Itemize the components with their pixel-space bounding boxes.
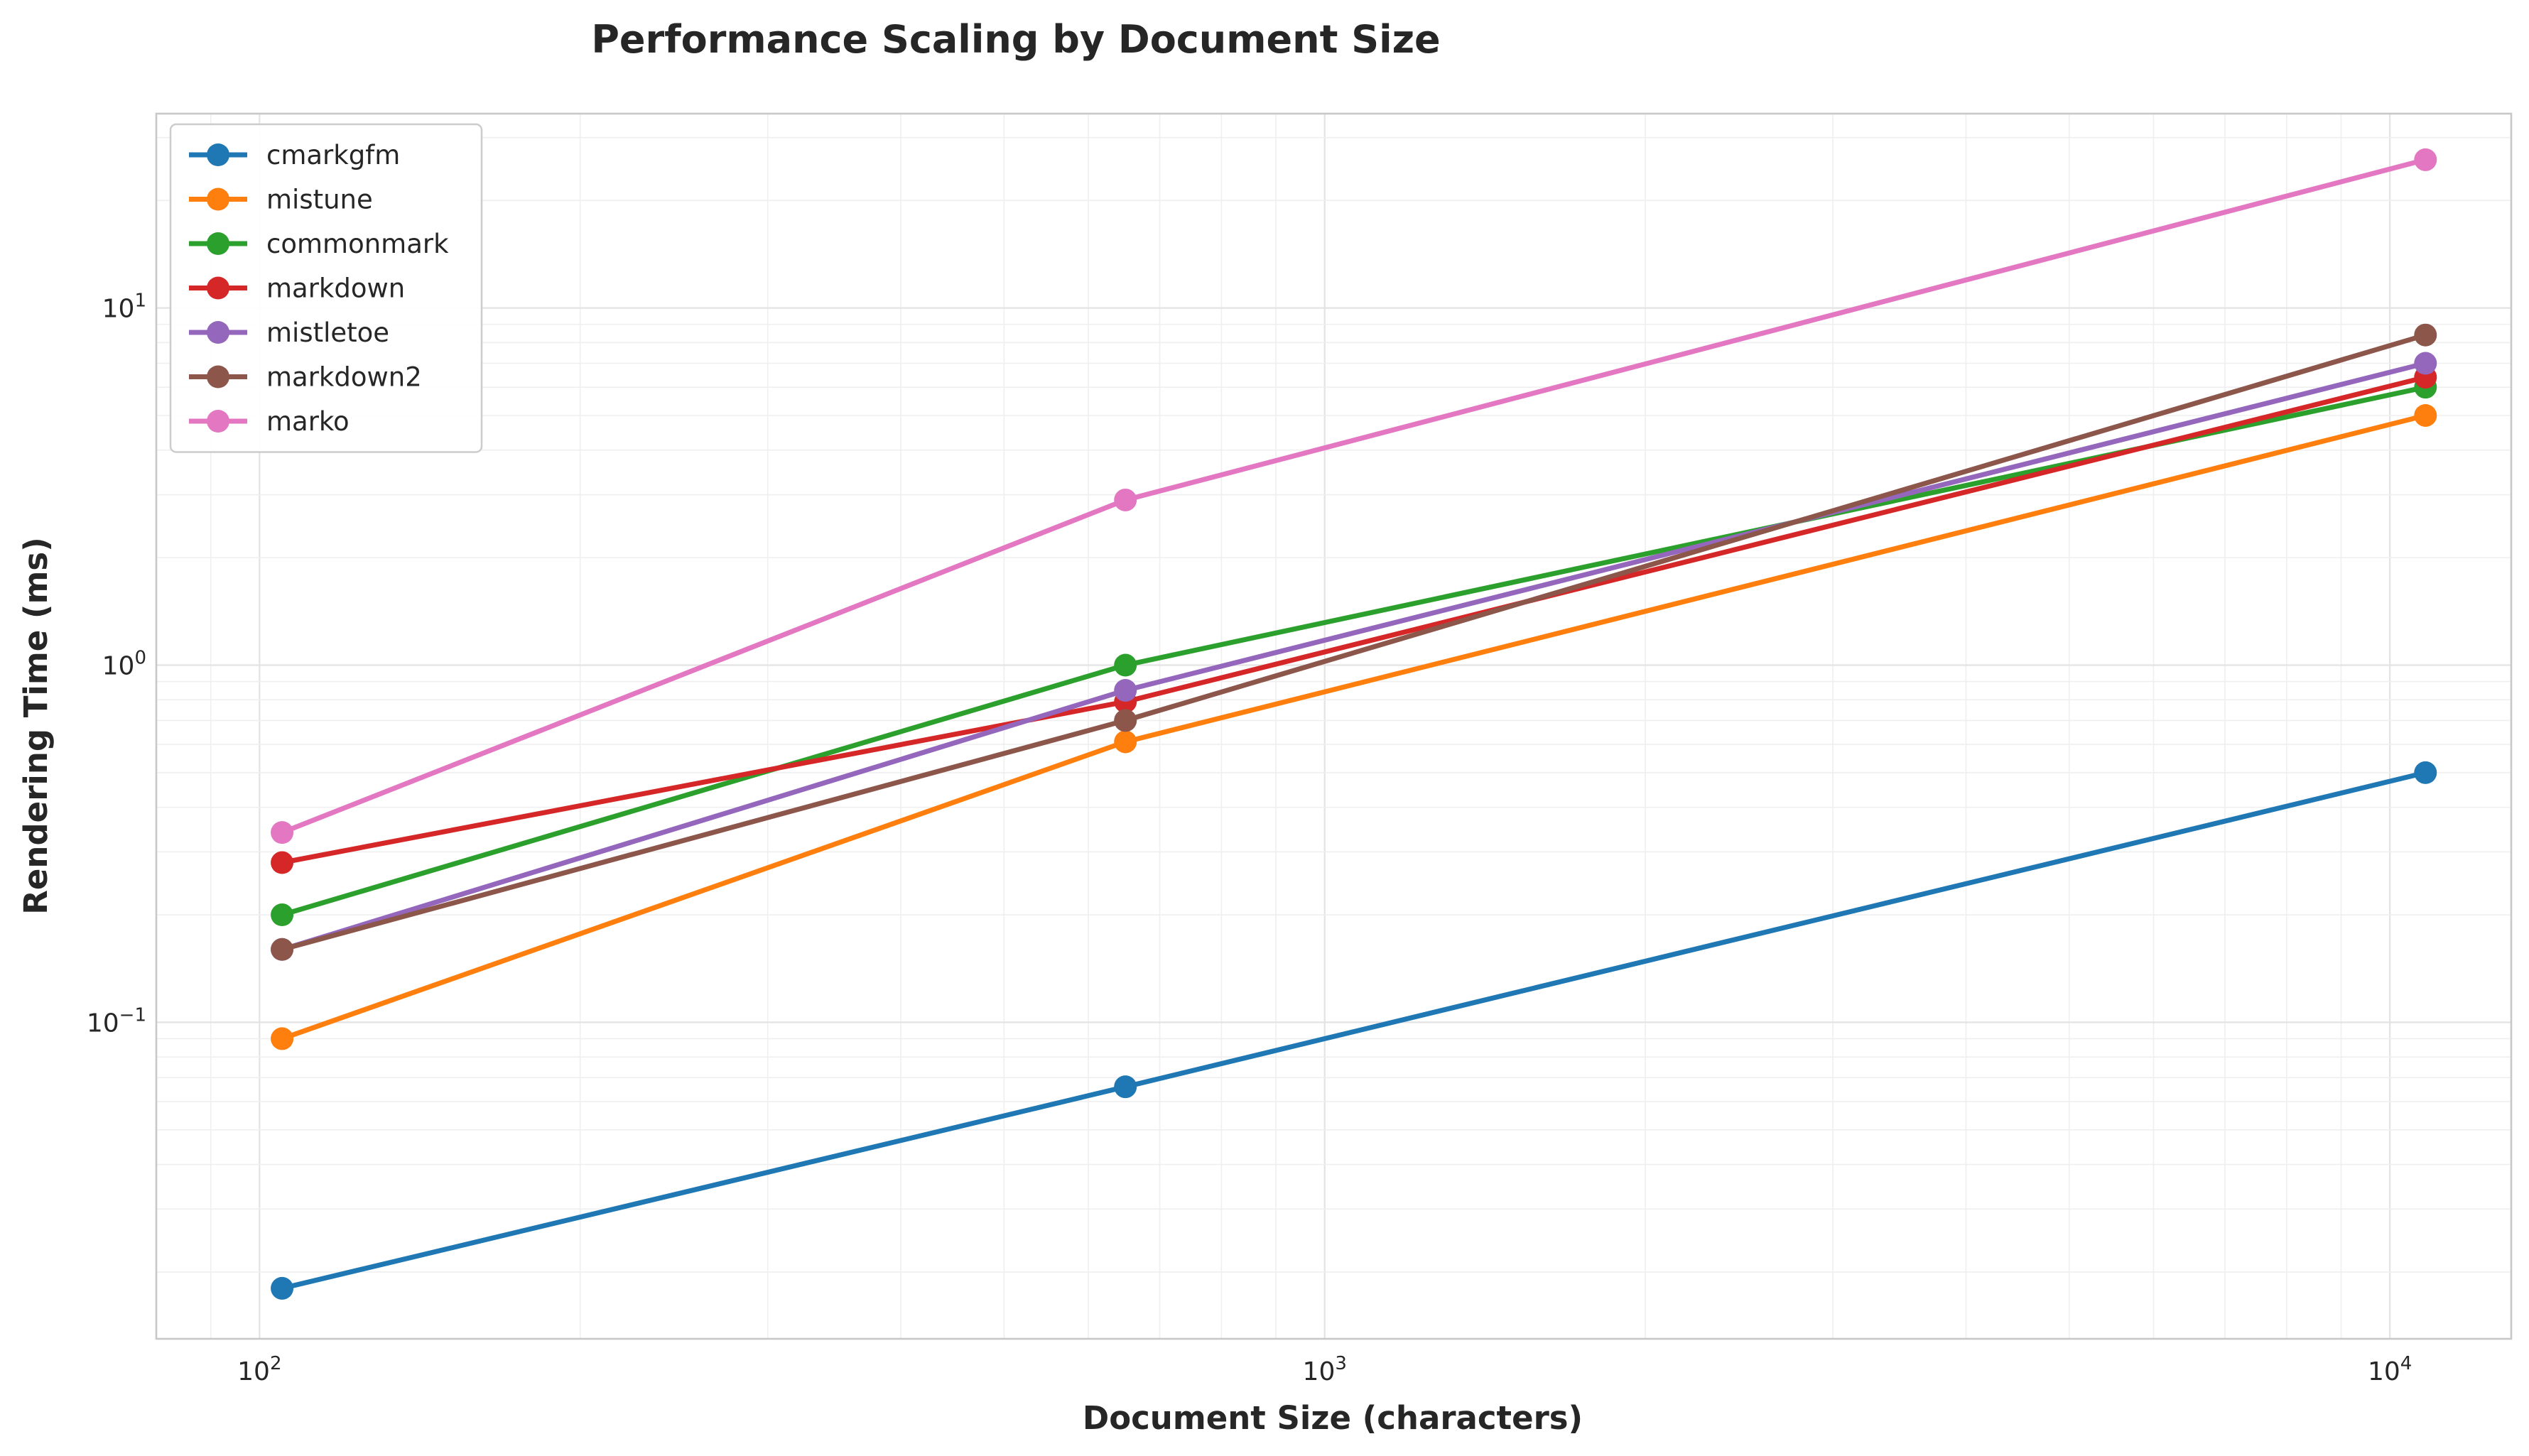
legend-box <box>169 123 483 453</box>
y-axis-label: Rendering Time (ms) <box>17 537 55 914</box>
series-cmarkgfm <box>271 761 2437 1300</box>
data-point-marko <box>1114 488 1137 511</box>
plot-frame <box>155 112 2513 1340</box>
x-tick-label: 104 <box>2368 1353 2412 1386</box>
legend-swatch-marker <box>207 365 229 389</box>
series-marko <box>271 148 2437 844</box>
x-tick-label: 102 <box>237 1353 281 1386</box>
data-point-commonmark <box>1114 653 1137 677</box>
data-point-marko <box>2414 148 2437 171</box>
data-point-cmarkgfm <box>2414 761 2437 784</box>
legend-label-markdown2: markdown2 <box>266 362 422 393</box>
chart-title: Performance Scaling by Document Size <box>591 17 1440 62</box>
grid <box>156 114 2511 1339</box>
data-point-markdown2 <box>271 938 294 961</box>
data-point-markdown <box>271 851 294 874</box>
y-tick-label: 100 <box>102 648 146 681</box>
legend: cmarkgfm mistune commonmark markdown mistlet… <box>169 123 483 453</box>
series-layer <box>271 148 2437 1300</box>
data-point-markdown2 <box>1114 709 1137 732</box>
data-point-commonmark <box>271 903 294 927</box>
x-axis-label: Document Size (characters) <box>1083 1399 1583 1437</box>
series-mistletoe <box>271 352 2437 961</box>
legend-label-mistune: mistune <box>266 185 373 215</box>
legend-label-commonmark: commonmark <box>266 229 449 259</box>
x-tick-label: 103 <box>1303 1353 1347 1386</box>
legend-label-mistletoe: mistletoe <box>266 317 389 348</box>
data-point-mistletoe <box>1114 679 1137 702</box>
legend-label-marko: marko <box>266 406 350 437</box>
data-point-markdown2 <box>2414 323 2437 347</box>
data-point-mistune <box>271 1027 294 1050</box>
data-point-marko <box>271 821 294 844</box>
y-tick-label: 101 <box>102 290 146 324</box>
data-point-cmarkgfm <box>271 1276 294 1300</box>
data-point-mistune <box>2414 403 2437 427</box>
series-mistune <box>271 403 2437 1050</box>
data-point-mistletoe <box>2414 352 2437 375</box>
legend-swatch-marker <box>207 232 229 255</box>
data-point-mistune <box>1114 730 1137 754</box>
legend-label-markdown: markdown <box>266 273 405 304</box>
legend-swatch-marker <box>207 143 229 166</box>
legend-label-cmarkgfm: cmarkgfm <box>266 140 400 170</box>
data-point-cmarkgfm <box>1114 1075 1137 1099</box>
legend-swatch-marker <box>207 410 229 433</box>
y-tick-label: 10−1 <box>87 1004 146 1038</box>
legend-swatch-marker <box>207 321 229 344</box>
series-markdown2 <box>271 323 2437 961</box>
tick-labels: 102 103 104 10−1 100 101 <box>87 290 2412 1386</box>
series-line-mistune <box>279 413 2428 1041</box>
legend-swatch-marker <box>207 188 229 211</box>
legend-swatch-marker <box>207 276 229 300</box>
